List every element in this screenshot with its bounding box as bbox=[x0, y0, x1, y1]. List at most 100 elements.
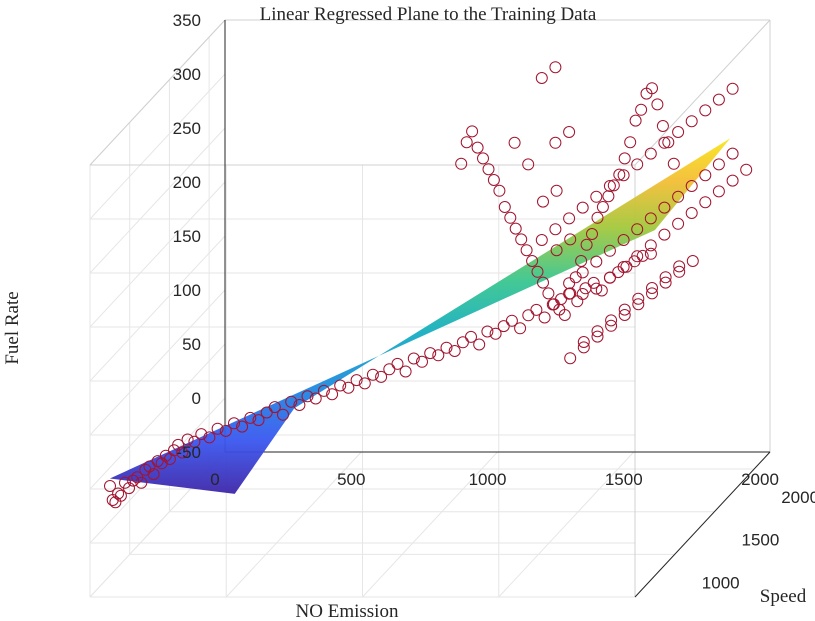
data-point bbox=[712, 93, 725, 106]
data-point bbox=[375, 370, 388, 383]
data-point bbox=[624, 136, 637, 149]
data-point bbox=[699, 196, 712, 209]
data-point bbox=[644, 147, 657, 160]
data-point bbox=[537, 195, 549, 208]
grid-line-z bbox=[89, 127, 226, 274]
data-point bbox=[644, 239, 657, 252]
data-point bbox=[563, 277, 576, 290]
data-point bbox=[587, 276, 600, 289]
z-tick-label: 150 bbox=[173, 227, 201, 246]
data-point bbox=[456, 336, 469, 349]
data-point bbox=[537, 276, 549, 289]
plane-surface bbox=[109, 138, 731, 494]
data-point bbox=[659, 276, 672, 289]
data-point bbox=[635, 103, 648, 116]
data-point bbox=[617, 261, 630, 273]
data-point bbox=[526, 255, 539, 267]
data-point bbox=[590, 282, 603, 295]
data-point bbox=[580, 238, 593, 251]
z-tick-label: 300 bbox=[173, 65, 201, 84]
grid-line-z bbox=[89, 343, 226, 490]
data-point bbox=[505, 314, 518, 327]
data-point bbox=[607, 179, 620, 192]
data-point bbox=[631, 250, 644, 263]
z-tick-label: 250 bbox=[173, 119, 201, 138]
data-point bbox=[577, 341, 590, 354]
grid-line-z bbox=[89, 289, 226, 436]
data-point bbox=[127, 474, 140, 487]
data-point bbox=[617, 169, 630, 182]
data-point bbox=[596, 201, 609, 213]
data-point bbox=[672, 190, 685, 203]
data-point bbox=[658, 201, 671, 214]
data-point bbox=[112, 487, 125, 500]
x-tick-label: 2000 bbox=[741, 470, 779, 489]
data-point bbox=[595, 284, 608, 297]
chart-title: Linear Regressed Plane to the Training D… bbox=[260, 4, 597, 25]
grid-line-x bbox=[362, 451, 498, 598]
data-point bbox=[613, 168, 626, 181]
data-point bbox=[576, 266, 589, 279]
data-point bbox=[440, 341, 453, 354]
data-point bbox=[350, 374, 363, 387]
x-tick-label: 1000 bbox=[469, 470, 507, 489]
data-point bbox=[542, 287, 555, 300]
data-point bbox=[195, 428, 208, 441]
data-point bbox=[617, 234, 630, 246]
data-point bbox=[605, 319, 618, 332]
data-point bbox=[509, 222, 522, 235]
data-point bbox=[576, 288, 589, 300]
data-point bbox=[522, 309, 535, 322]
data-point bbox=[685, 180, 698, 192]
data-point bbox=[228, 417, 240, 430]
data-point bbox=[106, 494, 119, 506]
data-point bbox=[493, 184, 506, 197]
data-point bbox=[172, 438, 185, 451]
data-point bbox=[481, 325, 494, 338]
data-point bbox=[535, 234, 548, 246]
data-point bbox=[301, 390, 314, 403]
data-point bbox=[712, 185, 725, 198]
data-point bbox=[646, 287, 658, 300]
data-point bbox=[477, 152, 489, 165]
data-point bbox=[244, 411, 257, 424]
data-point bbox=[673, 265, 686, 278]
data-point bbox=[482, 163, 495, 176]
data-point bbox=[740, 163, 753, 176]
data-point bbox=[466, 125, 479, 138]
data-point bbox=[629, 114, 642, 127]
data-point bbox=[667, 157, 680, 170]
data-point bbox=[203, 431, 216, 444]
data-point bbox=[686, 255, 699, 267]
data-point bbox=[591, 330, 604, 343]
data-point bbox=[636, 249, 649, 262]
data-point bbox=[673, 260, 686, 273]
data-point bbox=[211, 422, 224, 435]
data-point bbox=[252, 414, 265, 427]
data-point bbox=[342, 381, 355, 394]
z-tick-label: 100 bbox=[173, 281, 201, 300]
data-point bbox=[550, 244, 563, 257]
data-point bbox=[685, 207, 698, 219]
data-point bbox=[590, 190, 603, 203]
data-point bbox=[699, 104, 712, 117]
data-point bbox=[487, 174, 500, 186]
data-point bbox=[726, 174, 739, 187]
data-point bbox=[558, 309, 571, 321]
data-point bbox=[293, 399, 306, 411]
data-point bbox=[460, 136, 473, 149]
x-tick-label: 1500 bbox=[605, 470, 643, 489]
data-point bbox=[448, 345, 461, 357]
data-point bbox=[531, 265, 544, 278]
data-point bbox=[658, 136, 671, 149]
data-point bbox=[662, 136, 675, 149]
y-axis-line bbox=[634, 451, 771, 598]
data-point bbox=[104, 480, 116, 492]
axis-box-edge bbox=[634, 19, 771, 166]
data-point bbox=[236, 420, 249, 433]
data-point bbox=[644, 212, 657, 225]
data-point bbox=[603, 244, 616, 257]
data-point bbox=[135, 476, 148, 489]
data-point bbox=[497, 320, 510, 333]
